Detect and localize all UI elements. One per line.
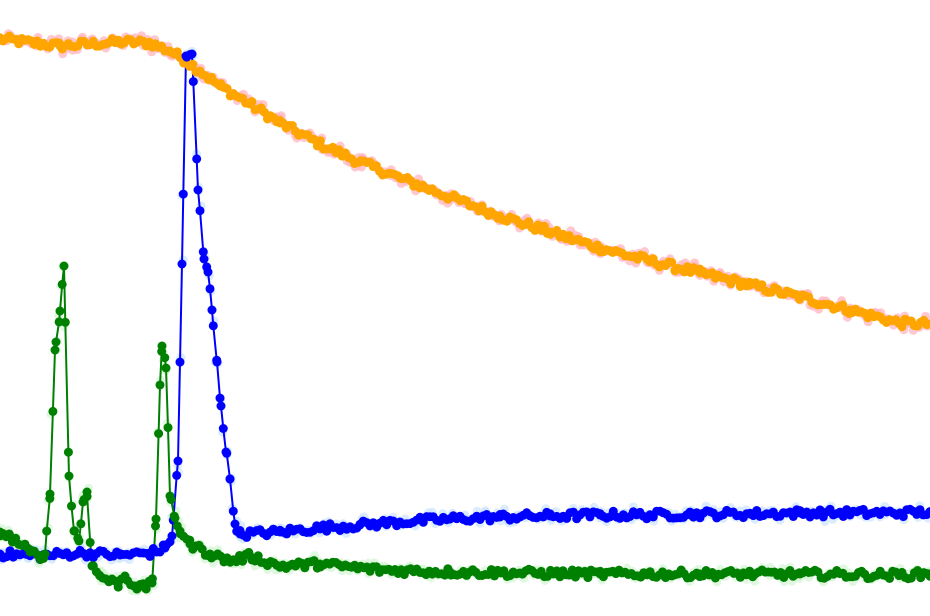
blue-data-point <box>173 456 183 466</box>
blue-data-point <box>215 393 225 403</box>
green-data-point <box>70 526 80 536</box>
green-data-point <box>157 341 167 351</box>
green-data-point <box>170 513 180 523</box>
green-data-point <box>74 536 84 546</box>
blue-data-point <box>322 526 332 536</box>
green-data-point <box>57 279 67 289</box>
blue-data-point <box>225 474 235 484</box>
blue-data-point <box>208 321 218 331</box>
blue-data-point <box>198 247 208 257</box>
blue-data-point <box>195 206 205 216</box>
blue-data-point <box>228 506 238 516</box>
green-data-point <box>51 337 61 347</box>
orange-series-line <box>0 35 930 328</box>
green-data-point <box>583 573 593 583</box>
blue-data-point <box>199 254 209 264</box>
blue-data-point <box>167 531 177 541</box>
blue-data-point <box>898 512 908 522</box>
blue-data-point <box>192 154 202 164</box>
green-data-point <box>155 380 165 390</box>
orange-data-point <box>539 221 549 231</box>
blue-data-point <box>242 532 252 542</box>
orange-data-point <box>247 97 257 107</box>
green-data-point <box>166 495 176 504</box>
orange-data-point <box>925 319 930 329</box>
blue-data-point <box>177 259 187 269</box>
green-data-point <box>113 582 123 592</box>
green-data-point <box>161 363 171 373</box>
green-data-point <box>85 537 95 547</box>
blue-data-point <box>193 185 203 195</box>
orange-data-point <box>222 84 232 94</box>
green-data-point <box>925 569 930 579</box>
blue-data-point <box>205 284 215 294</box>
green-data-point <box>885 573 895 583</box>
blue-data-point <box>188 77 198 87</box>
blue-data-point <box>925 507 930 517</box>
green-data-point <box>154 429 164 439</box>
green-data-point <box>151 514 161 524</box>
blue-data-point <box>788 512 798 521</box>
blue-data-point <box>838 512 848 521</box>
green-data-point <box>76 519 86 529</box>
green-data-point <box>40 549 50 559</box>
green-data-point <box>42 526 52 536</box>
green-data-point <box>60 317 70 327</box>
blue-data-point <box>212 357 222 367</box>
green-data-point <box>238 556 248 566</box>
green-data-point <box>147 574 157 584</box>
green-data-point <box>67 501 76 511</box>
blue-data-point <box>207 305 217 315</box>
green-data-point <box>48 406 58 416</box>
blue-data-point <box>230 519 240 529</box>
green-data-point <box>55 306 65 316</box>
orange-data-point <box>188 59 198 69</box>
blue-data-point <box>187 49 197 59</box>
green-data-point <box>151 521 160 531</box>
blue-series-line <box>0 53 930 561</box>
blue-data-point <box>178 189 188 199</box>
orange-data-point <box>667 257 677 267</box>
blue-data-point <box>218 424 228 433</box>
blue-data-point <box>222 448 232 458</box>
series-lines-layer <box>0 35 930 591</box>
green-series-line <box>0 265 930 591</box>
green-data-point <box>64 471 74 481</box>
green-data-point <box>141 584 151 594</box>
green-data-point <box>160 353 170 363</box>
blue-data-point <box>175 357 185 367</box>
orange-data-point <box>897 322 907 332</box>
green-data-point <box>82 492 92 501</box>
orange-data-point <box>315 136 325 146</box>
blue-data-point <box>172 470 182 480</box>
green-data-point <box>45 489 55 499</box>
series-points-layer <box>0 31 930 594</box>
blue-data-point <box>203 267 213 277</box>
green-data-point <box>163 423 173 433</box>
green-data-point <box>50 345 60 355</box>
blue-data-point <box>216 401 226 411</box>
green-data-point <box>59 261 69 271</box>
green-data-point <box>63 447 73 457</box>
